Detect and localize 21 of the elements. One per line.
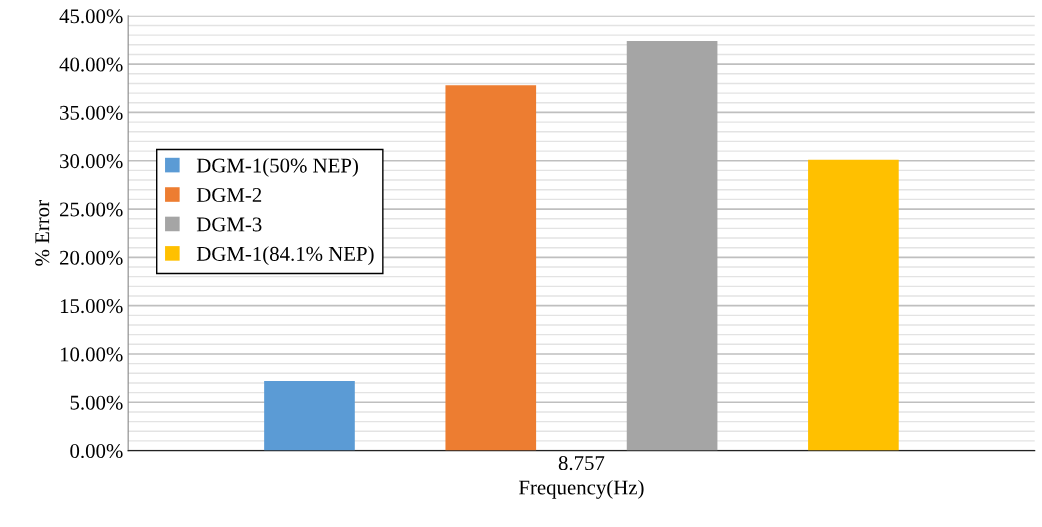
legend-label: DGM-3: [196, 217, 262, 232]
y-tick-label: 0.00%: [70, 443, 123, 459]
legend-label: DGM-1(50% NEP): [196, 157, 358, 177]
y-axis-title: % Error: [35, 200, 50, 266]
y-tick-label: 25.00%: [59, 202, 123, 217]
x-axis-title: Frequency(Hz): [518, 479, 644, 499]
y-tick-label: 20.00%: [59, 250, 123, 265]
bar: [264, 381, 355, 451]
bar: [626, 40, 718, 451]
legend-label: DGM-1(84.1% NEP): [196, 246, 374, 266]
x-tick-label: 8.757: [558, 456, 605, 471]
y-tick-label: 35.00%: [60, 105, 123, 120]
y-tick-label: 10.00%: [60, 347, 123, 362]
bar: [808, 159, 899, 451]
y-tick-label: 30.00%: [60, 154, 123, 169]
bar: [445, 85, 537, 451]
y-tick-label: 15.00%: [60, 299, 123, 314]
legend-label: DGM-2: [196, 188, 262, 203]
y-tick-label: 45.00%: [59, 9, 123, 24]
y-tick-label: 5.00%: [70, 395, 123, 410]
y-tick-label: 40.00%: [59, 57, 123, 72]
